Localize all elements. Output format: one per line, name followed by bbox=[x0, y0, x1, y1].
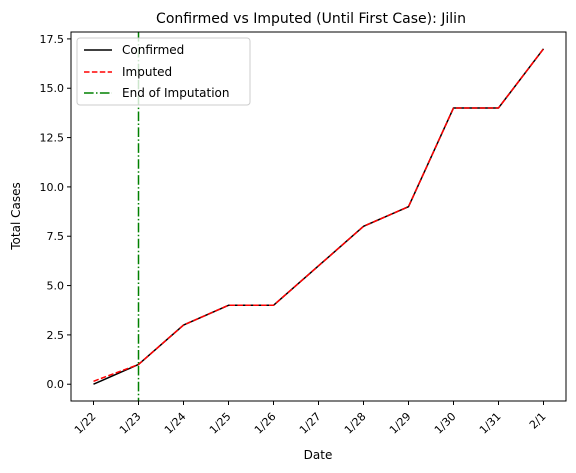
x-tick-label: 1/27 bbox=[297, 410, 324, 437]
x-tick-label: 1/22 bbox=[72, 410, 99, 437]
x-tick-label: 1/25 bbox=[207, 410, 234, 437]
y-tick-label: 0.0 bbox=[47, 378, 65, 391]
y-tick-label: 5.0 bbox=[47, 280, 65, 293]
x-tick-label: 1/30 bbox=[432, 410, 459, 437]
x-tick-label: 1/29 bbox=[387, 410, 414, 437]
y-axis-ticks: 0.0 2.5 5.0 7.5 10.0 12.5 15.0 17.5 bbox=[40, 33, 72, 391]
legend-label-end-of-imputation: End of Imputation bbox=[122, 86, 230, 100]
x-tick-label: 2/1 bbox=[527, 410, 549, 432]
y-tick-label: 15.0 bbox=[40, 82, 65, 95]
chart-title: Confirmed vs Imputed (Until First Case):… bbox=[156, 11, 466, 27]
y-tick-label: 7.5 bbox=[47, 230, 65, 243]
legend-label-confirmed: Confirmed bbox=[122, 43, 184, 57]
x-tick-label: 1/23 bbox=[117, 410, 144, 437]
y-tick-label: 12.5 bbox=[40, 132, 65, 145]
x-axis-label: Date bbox=[304, 448, 333, 462]
x-tick-label: 1/26 bbox=[252, 410, 279, 437]
legend-label-imputed: Imputed bbox=[122, 65, 172, 79]
x-tick-label: 1/28 bbox=[342, 410, 369, 437]
y-tick-label: 2.5 bbox=[47, 329, 65, 342]
x-tick-label: 1/31 bbox=[477, 410, 504, 437]
y-tick-label: 10.0 bbox=[40, 181, 65, 194]
y-tick-label: 17.5 bbox=[40, 33, 65, 46]
y-axis-label: Total Cases bbox=[9, 182, 23, 250]
x-axis-ticks: 1/22 1/23 1/24 1/25 1/26 1/27 1/28 1/29 1/30 1/31… bbox=[72, 401, 549, 437]
legend: Confirmed Imputed End of Imputation bbox=[77, 38, 250, 105]
x-tick-label: 1/24 bbox=[162, 410, 189, 437]
